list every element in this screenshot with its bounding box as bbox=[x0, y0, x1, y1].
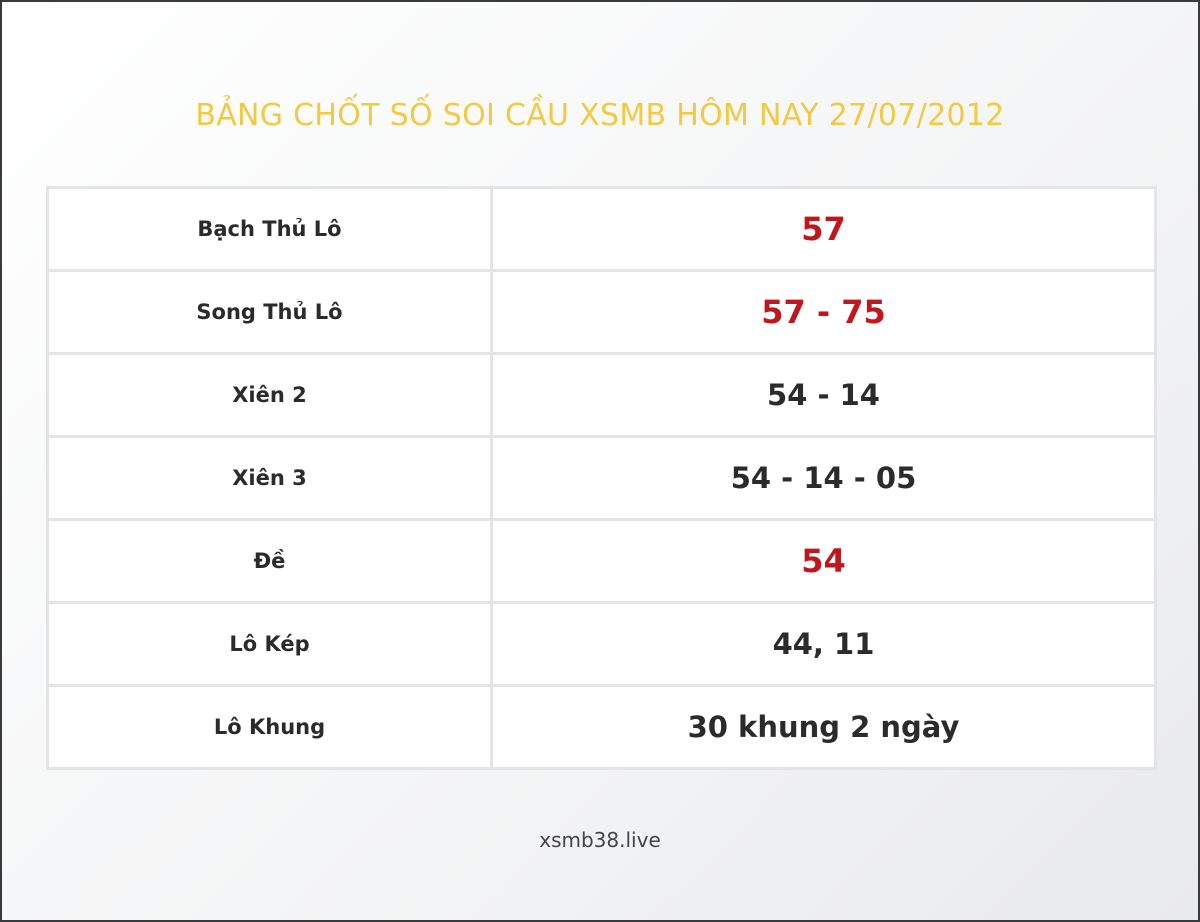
row-label: Bạch Thủ Lô bbox=[46, 186, 493, 272]
row-label: Lô Khung bbox=[46, 684, 493, 770]
footer: xsmb38.live bbox=[539, 828, 661, 852]
row-value: 57 bbox=[490, 186, 1157, 272]
table-row: Đề 54 bbox=[46, 518, 1157, 604]
table-row: Bạch Thủ Lô 57 bbox=[46, 186, 1157, 272]
table-row: Xiên 2 54 - 14 bbox=[46, 352, 1157, 438]
row-value: 57 - 75 bbox=[490, 269, 1157, 355]
row-value: 54 bbox=[490, 518, 1157, 604]
row-value: 54 - 14 - 05 bbox=[490, 435, 1157, 521]
row-value: 54 - 14 bbox=[490, 352, 1157, 438]
table-row: Lô Khung 30 khung 2 ngày bbox=[46, 684, 1157, 770]
table-row: Song Thủ Lô 57 - 75 bbox=[46, 269, 1157, 355]
row-label: Song Thủ Lô bbox=[46, 269, 493, 355]
row-label: Lô Kép bbox=[46, 601, 493, 687]
row-label: Xiên 2 bbox=[46, 352, 493, 438]
row-value: 30 khung 2 ngày bbox=[490, 684, 1157, 770]
table-row: Lô Kép 44, 11 bbox=[46, 601, 1157, 687]
row-label: Đề bbox=[46, 518, 493, 604]
row-value: 44, 11 bbox=[490, 601, 1157, 687]
title: BẢNG CHỐT SỐ SOI CẦU XSMB HÔM NAY 27/07/… bbox=[195, 98, 1005, 133]
table-row: Xiên 3 54 - 14 - 05 bbox=[46, 435, 1157, 521]
prediction-table: Bạch Thủ Lô 57 Song Thủ Lô 57 - 75 Xiên 2 54 … bbox=[46, 186, 1157, 770]
row-label: Xiên 3 bbox=[46, 435, 493, 521]
